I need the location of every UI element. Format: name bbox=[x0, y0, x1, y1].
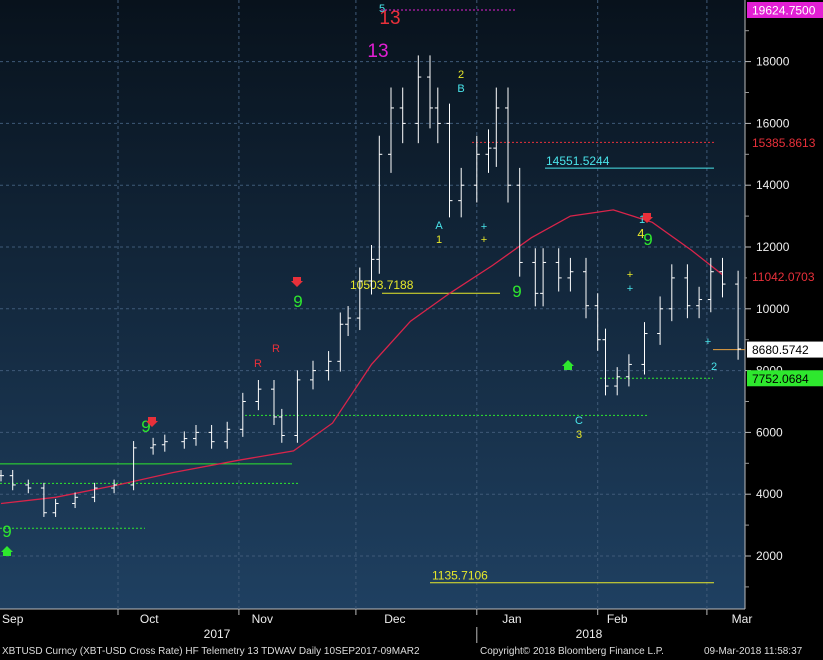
setup-count-label: 9 bbox=[643, 230, 652, 249]
y-tick-label: 18000 bbox=[756, 55, 790, 69]
footer-copyright: Copyright© 2018 Bloomberg Finance L.P. bbox=[480, 646, 664, 657]
level-label: 10503.7188 bbox=[350, 278, 414, 292]
price-tag bbox=[747, 268, 823, 285]
sell-arrow bbox=[291, 277, 303, 287]
setup-count-label: 9 bbox=[2, 522, 11, 541]
price-tag-label: 15385.8613 bbox=[752, 136, 816, 150]
y-tick-label: 10000 bbox=[756, 302, 790, 316]
wave-label: 1 bbox=[436, 234, 442, 246]
price-tag bbox=[747, 341, 823, 358]
countdown-label: R bbox=[272, 343, 280, 355]
price-tag-label: 8680.5742 bbox=[752, 343, 809, 357]
countdown-label: R bbox=[254, 358, 262, 370]
wave-label: C bbox=[575, 415, 583, 427]
y-tick-label: 6000 bbox=[756, 425, 783, 439]
setup-count-label: 9 bbox=[512, 282, 521, 301]
axis: 2000400060008000100001200014000160001800… bbox=[2, 30, 790, 643]
y-tick-label: 4000 bbox=[756, 487, 783, 501]
price-tag-label: 7752.0684 bbox=[752, 372, 809, 386]
marker-plus: + bbox=[705, 336, 711, 348]
countdown-13-label: 13 bbox=[379, 8, 400, 29]
footer-security: XBTUSD Curncy (XBT-USD Cross Rate) HF Te… bbox=[2, 646, 420, 657]
wave-label: 4 bbox=[637, 226, 644, 241]
grid bbox=[0, 0, 745, 609]
footer-timestamp: 09-Mar-2018 11:58:37 bbox=[704, 646, 803, 657]
ma-line bbox=[0, 209, 723, 505]
price-tag bbox=[747, 370, 823, 387]
x-tick-label: Oct bbox=[140, 612, 159, 626]
level-label: 1135.7106 bbox=[432, 569, 488, 583]
footer-bar: XBTUSD Curncy (XBT-USD Cross Rate) HF Te… bbox=[0, 643, 823, 660]
buy-arrow bbox=[1, 546, 13, 556]
plot-background bbox=[0, 0, 745, 609]
buy-arrow bbox=[562, 360, 574, 370]
wave-label: 1 bbox=[639, 214, 645, 226]
wave-label: 3 bbox=[576, 429, 582, 441]
moving-average bbox=[0, 209, 723, 505]
year-label: 2017 bbox=[204, 627, 231, 641]
marker-plus: + bbox=[627, 283, 633, 295]
price-tag bbox=[747, 134, 823, 151]
x-tick-label: Mar bbox=[732, 612, 753, 626]
sell-arrow bbox=[146, 417, 158, 427]
level-label: 14551.5244 bbox=[546, 154, 610, 168]
y-tick-label: 14000 bbox=[756, 178, 790, 192]
x-tick-label: Nov bbox=[252, 612, 273, 626]
wave-label: 5 bbox=[379, 3, 385, 15]
wave-label: 2 bbox=[711, 361, 717, 373]
x-tick-label: Sep bbox=[2, 612, 24, 626]
wave-label: B bbox=[457, 83, 464, 95]
level-lines: 14551.5244 10503.7188 1135.7106 bbox=[0, 9, 745, 584]
marker-plus: + bbox=[627, 269, 633, 281]
x-tick-label: Feb bbox=[607, 612, 628, 626]
y-tick-label: 2000 bbox=[756, 549, 783, 563]
marker-plus: + bbox=[481, 234, 487, 246]
marker-plus: + bbox=[481, 221, 487, 233]
price-series bbox=[0, 55, 742, 517]
setup-count-label: 9 bbox=[293, 292, 302, 311]
price-tag bbox=[747, 2, 823, 18]
year-label: 2018 bbox=[576, 627, 603, 641]
y-tick-label: 12000 bbox=[756, 240, 790, 254]
x-tick-label: Dec bbox=[384, 612, 405, 626]
price-tag-label: 19624.7500 bbox=[752, 4, 816, 18]
x-tick-label: Jan bbox=[502, 612, 521, 626]
setup-count-label: 9 bbox=[141, 417, 150, 436]
y-tick-label: 16000 bbox=[756, 116, 790, 130]
price-labels: 19624.7500 15385.8613 11042.0703 8680.5742 7… bbox=[747, 2, 823, 387]
axis-panel bbox=[745, 0, 823, 609]
wave-label: 2 bbox=[458, 69, 464, 81]
countdown-13-label: 13 bbox=[367, 41, 388, 62]
sell-arrow bbox=[641, 213, 653, 223]
price-tag-label: 11042.0703 bbox=[752, 270, 815, 284]
wave-label: A bbox=[435, 220, 443, 232]
xaxis-panel bbox=[0, 609, 823, 643]
